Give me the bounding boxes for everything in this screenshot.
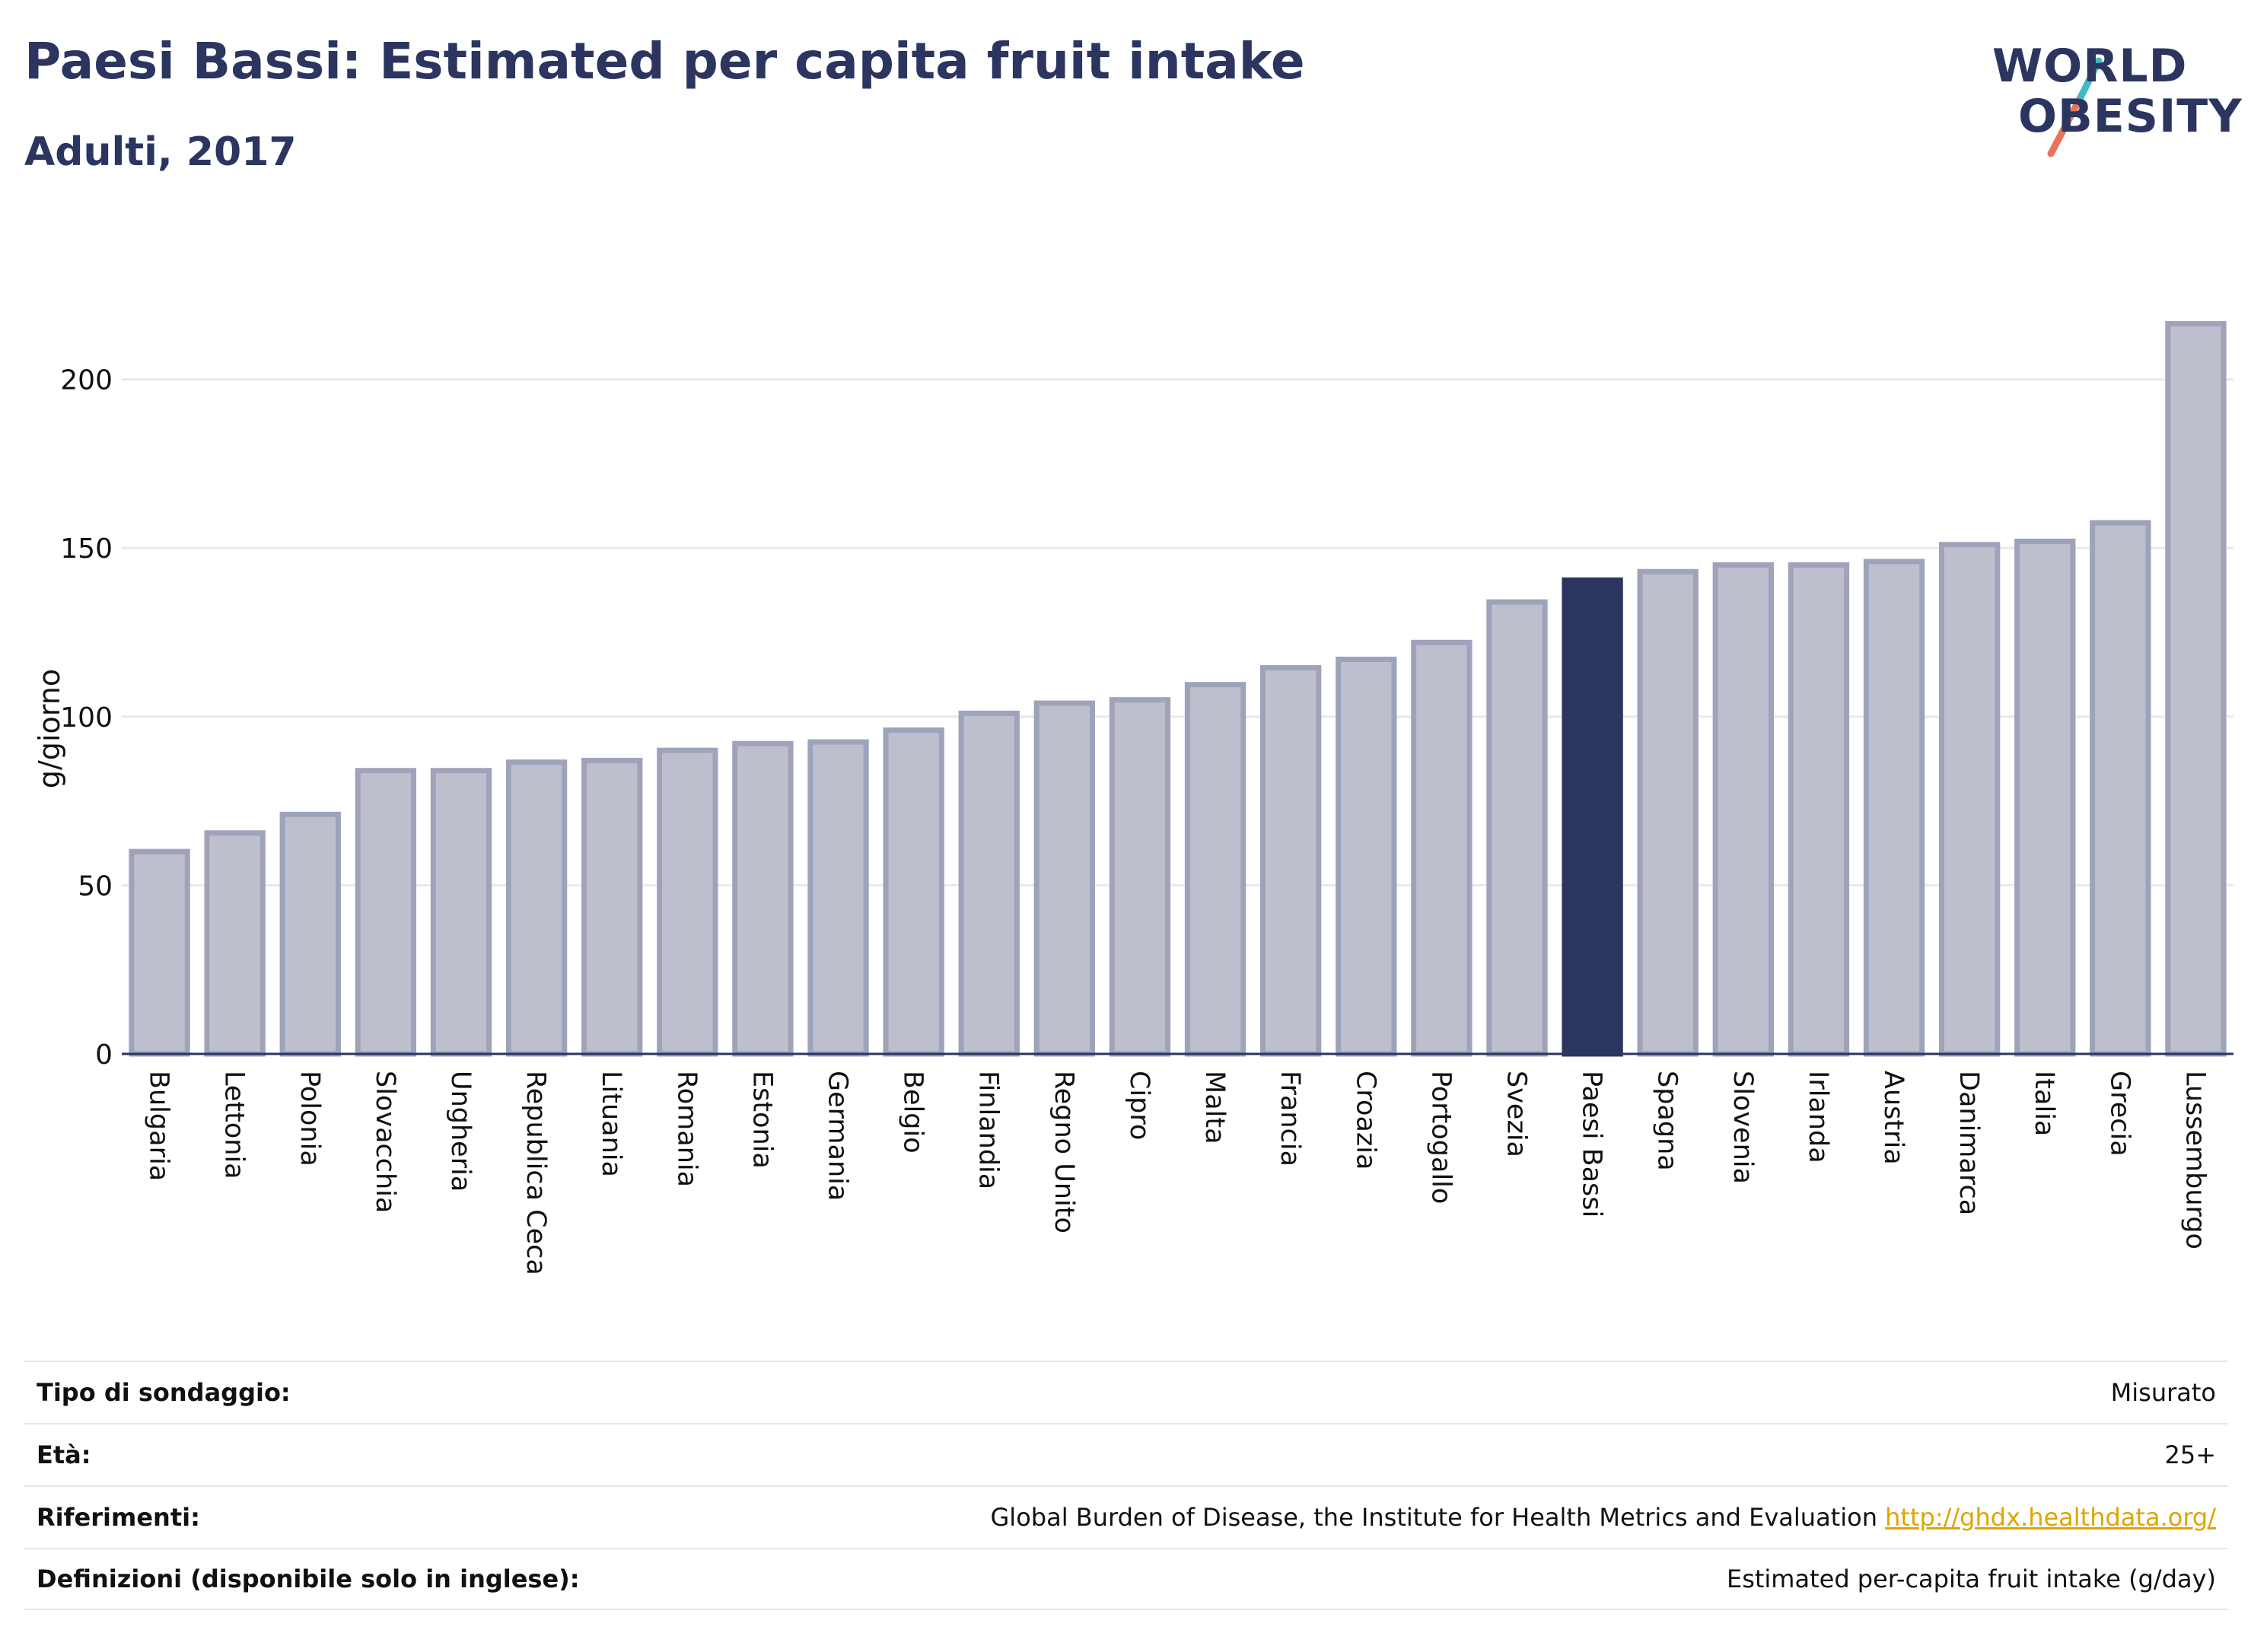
y-tick-label: 100 xyxy=(60,702,113,734)
bar xyxy=(2014,538,2076,1057)
bar xyxy=(129,848,190,1057)
x-tick-label: Cipro xyxy=(1124,1071,1154,1140)
chart-subtitle: Adulti, 2017 xyxy=(24,129,297,175)
bar-highlighted xyxy=(1562,577,1623,1057)
logo-slash-icon xyxy=(2047,57,2103,158)
bar xyxy=(430,768,492,1057)
bar xyxy=(2165,321,2227,1057)
x-tick-label: Croazia xyxy=(1350,1071,1380,1170)
reference-link[interactable]: http://ghdx.healthdata.org/ xyxy=(1885,1503,2216,1532)
info-row-definitions: Definizioni (disponibile solo in inglese… xyxy=(24,1548,2228,1610)
x-tick-label: Grecia xyxy=(2104,1071,2135,1157)
info-value: Misurato xyxy=(2110,1378,2216,1407)
bar xyxy=(883,727,944,1057)
x-tick-label: Danimarca xyxy=(1953,1071,1984,1215)
x-tick-label: Romania xyxy=(671,1071,702,1187)
bar xyxy=(1109,697,1171,1057)
bar xyxy=(657,747,718,1057)
world-obesity-logo: WORLD OBESITY xyxy=(1979,23,2242,167)
bar xyxy=(1788,562,1850,1057)
bar xyxy=(807,739,869,1057)
x-tick-label: Regno Unito xyxy=(1049,1071,1079,1233)
info-table: Tipo di sondaggio: Misurato Età: 25+ Rif… xyxy=(24,1361,2228,1610)
y-axis-label: g/giorno xyxy=(33,669,66,788)
info-row-references: Riferimenti: Global Burden of Disease, t… xyxy=(24,1485,2228,1548)
x-tick-label: Lussemburgo xyxy=(2179,1071,2210,1249)
bar xyxy=(1637,568,1699,1057)
x-tick-label: Germania xyxy=(823,1071,853,1201)
bar xyxy=(1938,542,2001,1057)
x-tick-label: Lituania xyxy=(596,1071,626,1177)
x-tick-label: Bulgaria xyxy=(144,1071,174,1181)
bar xyxy=(279,811,341,1057)
x-tick-label: Irlanda xyxy=(1803,1071,1833,1163)
bars xyxy=(129,321,2227,1057)
bar xyxy=(1259,665,1322,1057)
info-row-age: Età: 25+ xyxy=(24,1423,2228,1485)
x-tick-label: Malta xyxy=(1199,1071,1230,1144)
x-tick-label: Slovacchia xyxy=(370,1071,400,1213)
x-tick-label: Austria xyxy=(1878,1071,1909,1165)
x-tick-label: Francia xyxy=(1275,1071,1305,1167)
x-tick-label: Polonia xyxy=(295,1071,325,1167)
chart-title: Paesi Bassi: Estimated per capita fruit … xyxy=(24,32,1305,91)
bar xyxy=(1033,700,1096,1057)
bar xyxy=(1336,656,1397,1057)
x-tick-label: Paesi Bassi xyxy=(1577,1071,1607,1218)
bar xyxy=(204,830,266,1057)
bar xyxy=(1712,562,1774,1057)
x-tick-label: Svezia xyxy=(1501,1071,1531,1157)
info-key: Tipo di sondaggio: xyxy=(37,1378,291,1407)
y-tick-label: 0 xyxy=(95,1039,113,1071)
x-tick-label: Portogallo xyxy=(1425,1071,1456,1204)
info-key: Età: xyxy=(37,1440,91,1469)
y-tick-label: 50 xyxy=(78,871,113,902)
bar xyxy=(1486,599,1548,1057)
info-key: Riferimenti: xyxy=(37,1503,200,1532)
info-row-survey-type: Tipo di sondaggio: Misurato xyxy=(24,1361,2228,1423)
info-key: Definizioni (disponibile solo in inglese… xyxy=(37,1564,580,1593)
y-tick-label: 200 xyxy=(60,365,113,396)
y-tick-label: 150 xyxy=(60,533,113,565)
x-tick-label: Italia xyxy=(2029,1071,2059,1136)
x-tick-label: Ungheria xyxy=(445,1071,476,1192)
bar-chart: 0 50 100 150 200 Bulgaria Lettonia Polonia Slov… xyxy=(33,321,2233,1275)
info-value: 25+ xyxy=(2164,1440,2216,1469)
x-tick-label: Finlandia xyxy=(973,1071,1004,1189)
logo-text-world: WORLD xyxy=(1992,40,2188,93)
x-tick-label: Slovenia xyxy=(1727,1071,1758,1184)
bar xyxy=(2090,520,2151,1057)
x-tick-label: Estonia xyxy=(747,1071,777,1169)
bar xyxy=(1184,682,1246,1057)
info-value-wrapper: Global Burden of Disease, the Institute … xyxy=(991,1503,2217,1532)
y-tick-labels: 0 50 100 150 200 xyxy=(60,365,113,1071)
bar xyxy=(958,710,1020,1057)
x-tick-labels: Bulgaria Lettonia Polonia Slovacchia Ungheri… xyxy=(144,1071,2211,1275)
logo-text-obesity: OBESITY xyxy=(2018,90,2243,143)
bar xyxy=(732,740,794,1057)
bar xyxy=(581,757,643,1057)
bar xyxy=(1411,639,1473,1057)
bar xyxy=(355,768,417,1057)
info-value: Global Burden of Disease, the Institute … xyxy=(990,1503,1877,1532)
info-value: Estimated per-capita fruit intake (g/day… xyxy=(1726,1564,2216,1593)
x-tick-label: Spagna xyxy=(1652,1071,1683,1171)
bar xyxy=(505,759,568,1057)
x-tick-label: Republica Ceca xyxy=(521,1071,551,1275)
x-tick-label: Lettonia xyxy=(219,1071,250,1179)
bar xyxy=(1863,559,1925,1057)
x-tick-label: Belgio xyxy=(898,1071,928,1154)
